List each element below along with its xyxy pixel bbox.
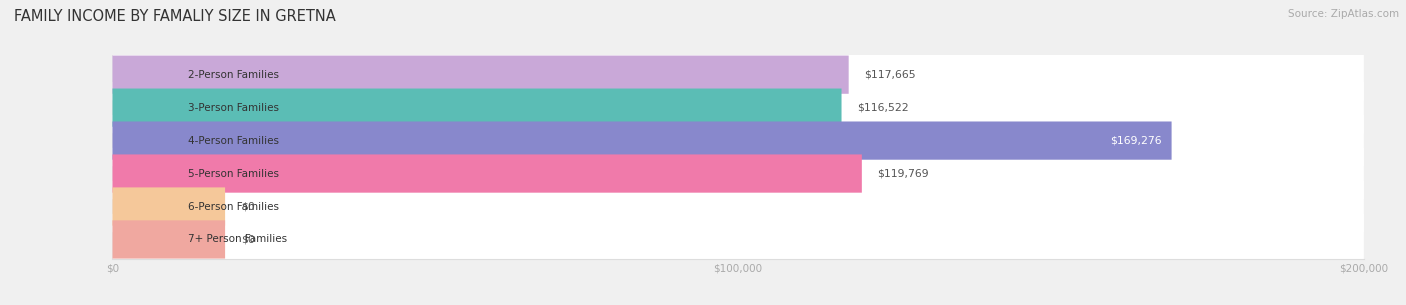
Text: 3-Person Families: 3-Person Families [187,103,278,113]
FancyBboxPatch shape [112,181,1364,232]
Text: 4-Person Families: 4-Person Families [187,136,278,145]
FancyBboxPatch shape [112,187,225,226]
Text: 5-Person Families: 5-Person Families [187,169,278,178]
FancyBboxPatch shape [112,49,1364,100]
Text: $0: $0 [240,235,254,245]
Text: $117,665: $117,665 [865,70,915,80]
Text: Source: ZipAtlas.com: Source: ZipAtlas.com [1288,9,1399,19]
FancyBboxPatch shape [112,115,1364,166]
Text: $169,276: $169,276 [1111,136,1163,145]
FancyBboxPatch shape [112,148,1364,199]
Text: 6-Person Families: 6-Person Families [187,202,278,211]
FancyBboxPatch shape [112,121,1171,160]
Text: 7+ Person Families: 7+ Person Families [187,235,287,245]
Text: FAMILY INCOME BY FAMALIY SIZE IN GRETNA: FAMILY INCOME BY FAMALIY SIZE IN GRETNA [14,9,336,24]
Text: $119,769: $119,769 [877,169,929,178]
Text: $0: $0 [240,202,254,211]
FancyBboxPatch shape [112,82,1364,133]
FancyBboxPatch shape [112,220,225,259]
Text: 2-Person Families: 2-Person Families [187,70,278,80]
FancyBboxPatch shape [112,56,849,94]
FancyBboxPatch shape [112,214,1364,265]
FancyBboxPatch shape [112,88,842,127]
FancyBboxPatch shape [112,154,862,193]
Text: $116,522: $116,522 [858,103,908,113]
